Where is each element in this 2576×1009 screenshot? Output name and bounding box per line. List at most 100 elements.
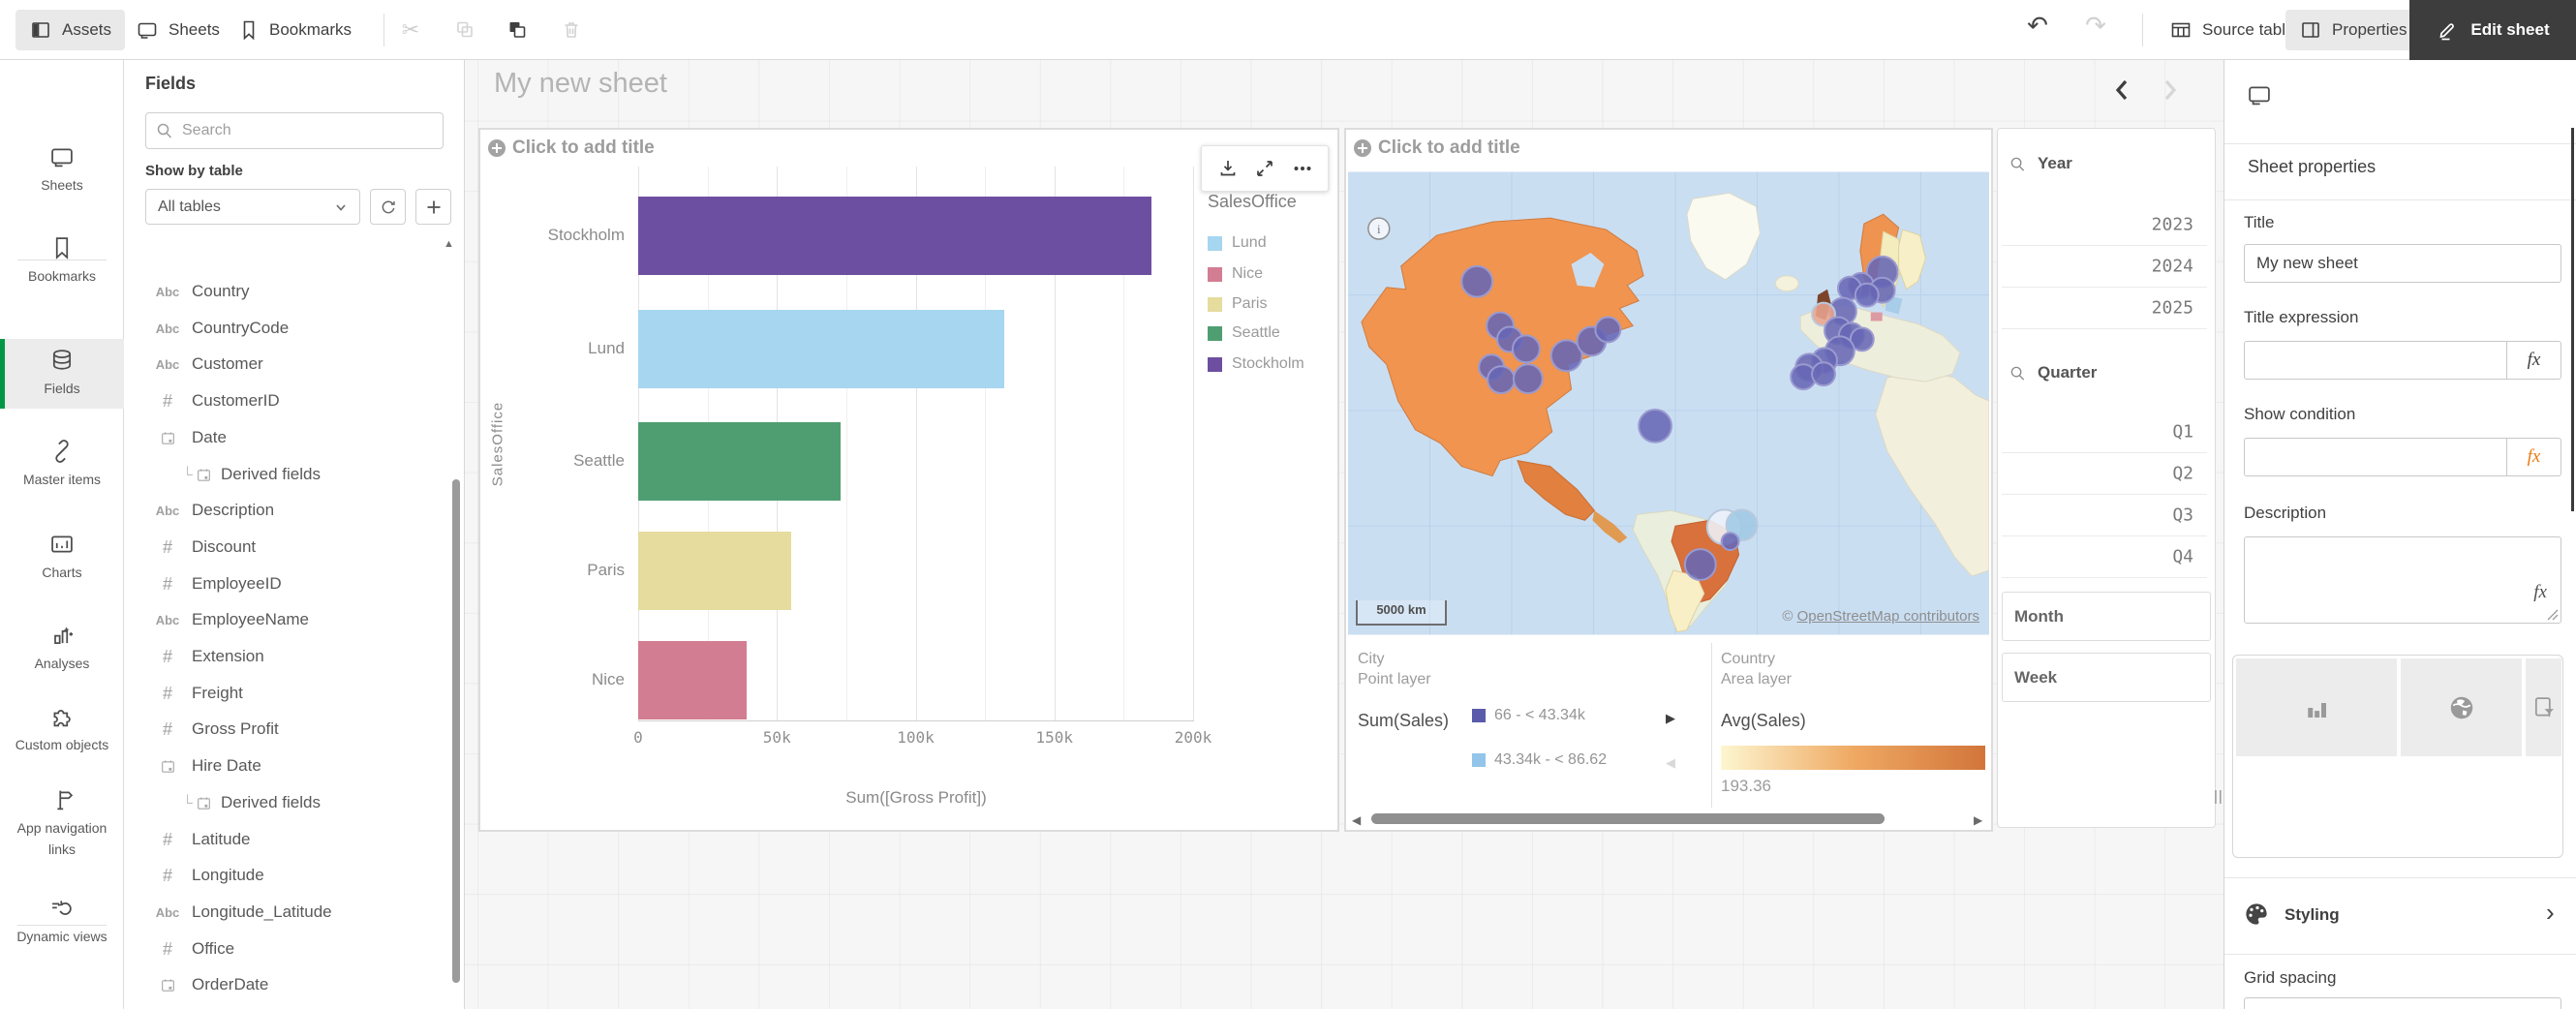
field-item-derived-fields[interactable]: └Derived fields [124, 786, 453, 819]
scroll-left-icon[interactable]: ◀ [1352, 813, 1362, 827]
map-chart-object[interactable]: Click to add title i 5000 km © OpenStree… [1344, 128, 1993, 832]
sidebar-item-variables[interactable]: x =Variables [0, 997, 124, 1009]
field-item-freight[interactable]: # Freight [124, 677, 453, 710]
more-options-icon[interactable] [1291, 157, 1314, 180]
map-title-placeholder[interactable]: Click to add title [1354, 138, 1520, 159]
filter-value-q4[interactable]: Q4 [2002, 536, 2207, 578]
legend-next-icon[interactable]: ▶ [1666, 711, 1675, 725]
next-sheet-icon[interactable] [2160, 77, 2181, 103]
map-data-point[interactable] [1460, 264, 1494, 298]
field-item-country[interactable]: Abc Country [124, 275, 453, 308]
title-expression-input[interactable] [2245, 351, 2561, 370]
field-item-gross-profit[interactable]: # Gross Profit [124, 713, 453, 746]
field-item-extension[interactable]: # Extension [124, 640, 453, 673]
previous-sheet-icon[interactable] [2111, 77, 2132, 103]
field-item-discount[interactable]: # Discount [124, 531, 453, 564]
search-input[interactable] [182, 122, 414, 139]
bar-chart-object[interactable]: Click to add title SalesOffice Stockholm… [478, 128, 1339, 832]
bar-lund[interactable] [638, 310, 1005, 388]
add-field-button[interactable] [415, 189, 451, 225]
panel-resize-handle[interactable]: || [2214, 788, 2223, 805]
field-item-countrycode[interactable]: Abc CountryCode [124, 312, 453, 345]
map-data-point[interactable] [1720, 532, 1740, 552]
legend-item-nice[interactable]: Nice [1208, 265, 1263, 283]
bar-stockholm[interactable] [638, 197, 1152, 275]
fields-search-box[interactable] [145, 112, 444, 149]
properties-button[interactable]: Properties [2285, 10, 2421, 50]
edit-sheet-button[interactable]: Edit sheet [2409, 0, 2576, 60]
legend-item-stockholm[interactable]: Stockholm [1208, 355, 1304, 373]
filter-value-2023[interactable]: 2023 [2002, 204, 2207, 246]
filter-header-quarter[interactable]: Quarter [2009, 363, 2097, 382]
expression-editor-button-orange[interactable]: fx [2506, 439, 2561, 475]
filter-value-q1[interactable]: Q1 [2002, 412, 2207, 453]
info-icon[interactable] [1367, 217, 1391, 240]
paste-icon[interactable] [504, 16, 531, 44]
filter-collapsed-month[interactable]: Month [2002, 592, 2211, 641]
undo-icon[interactable]: ↶ [2027, 10, 2048, 40]
attribution-link[interactable]: OpenStreetMap contributors [1796, 608, 1979, 625]
sidebar-item-bookmarks[interactable]: Bookmarks [0, 227, 124, 296]
filter-header-year[interactable]: Year [2009, 154, 2072, 173]
bar-nice[interactable] [638, 641, 747, 719]
sidebar-item-sheets[interactable]: Sheets [0, 136, 124, 205]
expression-editor-button-desc[interactable]: fx [2533, 582, 2547, 602]
map-data-point[interactable] [1811, 361, 1836, 387]
description-textarea[interactable] [2245, 537, 2561, 623]
legend-prev-icon[interactable]: ◀ [1666, 755, 1675, 770]
map-data-point[interactable] [1849, 326, 1875, 352]
field-item-hire-date[interactable]: Hire Date [124, 749, 453, 782]
cut-icon[interactable]: ✂ [401, 17, 420, 42]
sheet-title[interactable]: My new sheet [494, 68, 667, 99]
styling-section-button[interactable]: Styling › [2224, 877, 2576, 955]
show-condition-input[interactable] [2245, 447, 2561, 467]
map-data-point[interactable] [1638, 408, 1672, 443]
sidebar-item-master-items[interactable]: Master items [0, 430, 124, 500]
sidebar-item-analyses[interactable]: Analyses [0, 614, 124, 684]
legend-item-paris[interactable]: Paris [1208, 295, 1267, 313]
filter-collapsed-week[interactable]: Week [2002, 653, 2211, 702]
legend-item-seattle[interactable]: Seattle [1208, 324, 1280, 342]
field-item-customerid[interactable]: # CustomerID [124, 384, 453, 417]
sheets-button[interactable]: Sheets [122, 10, 233, 50]
field-item-date[interactable]: Date [124, 421, 453, 454]
field-item-description[interactable]: Abc Description [124, 494, 453, 527]
copy-icon[interactable] [451, 16, 478, 44]
field-item-derived-fields[interactable]: └Derived fields [124, 1005, 453, 1009]
grid-spacing-select[interactable] [2244, 997, 2561, 1009]
filter-value-q3[interactable]: Q3 [2002, 495, 2207, 536]
field-item-orderdate[interactable]: OrderDate [124, 968, 453, 1001]
legend-item-lund[interactable]: Lund [1208, 234, 1267, 252]
download-icon[interactable] [1216, 157, 1240, 180]
title-input[interactable] [2245, 254, 2561, 273]
map-data-point[interactable] [1487, 365, 1516, 395]
source-table-button[interactable]: Source table [2156, 10, 2308, 50]
sidebar-item-charts[interactable]: Charts [0, 523, 124, 593]
filter-value-2025[interactable]: 2025 [2002, 288, 2207, 329]
map-data-point[interactable] [1511, 334, 1541, 364]
map-basemap[interactable]: i [1348, 170, 1989, 636]
field-item-employeename[interactable]: Abc EmployeeName [124, 603, 453, 636]
properties-scrollbar[interactable] [2571, 128, 2574, 511]
resize-handle-icon[interactable] [2547, 609, 2559, 621]
map-viewport[interactable]: i [1348, 170, 1989, 636]
map-data-point[interactable] [1683, 548, 1717, 581]
field-item-customer[interactable]: Abc Customer [124, 348, 453, 381]
filter-value-q2[interactable]: Q2 [2002, 453, 2207, 495]
refresh-fields-button[interactable] [370, 189, 406, 225]
expression-editor-button[interactable]: fx [2506, 342, 2561, 379]
fields-scrollbar[interactable] [452, 479, 460, 983]
map-data-point[interactable] [1549, 339, 1583, 373]
fullscreen-icon[interactable] [1253, 157, 1276, 180]
field-item-employeeid[interactable]: # EmployeeID [124, 567, 453, 600]
scroll-up-icon[interactable]: ▲ [444, 238, 454, 250]
scrollbar-thumb[interactable] [1371, 813, 1885, 824]
field-item-office[interactable]: # Office [124, 933, 453, 965]
field-item-longitude-latitude[interactable]: Abc Longitude_Latitude [124, 896, 453, 929]
map-data-point[interactable] [1512, 363, 1544, 395]
sidebar-item-dynamic-views[interactable]: Dynamic views [0, 887, 124, 957]
delete-icon[interactable] [558, 16, 585, 44]
redo-icon[interactable]: ↷ [2085, 10, 2106, 40]
bookmarks-button[interactable]: Bookmarks [225, 10, 365, 50]
field-item-derived-fields[interactable]: └Derived fields [124, 458, 453, 491]
